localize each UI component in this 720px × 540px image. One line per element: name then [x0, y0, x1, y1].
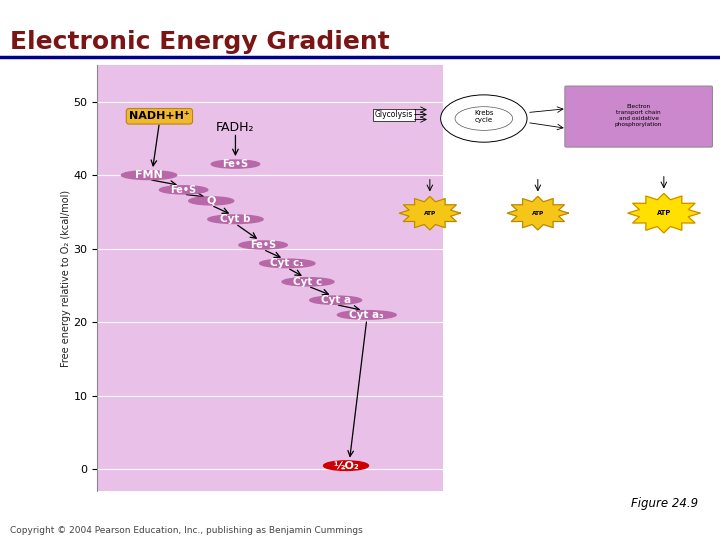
Text: Cyt c: Cyt c	[293, 277, 323, 287]
Text: Fe•S: Fe•S	[171, 185, 197, 195]
Text: Figure 24.9: Figure 24.9	[631, 497, 698, 510]
Text: Electronic Energy Gradient: Electronic Energy Gradient	[10, 30, 390, 53]
Text: FMN: FMN	[135, 170, 163, 180]
Text: NADH+H⁺: NADH+H⁺	[129, 111, 190, 122]
Ellipse shape	[122, 171, 176, 179]
Ellipse shape	[338, 310, 396, 319]
Text: Cyt c₁: Cyt c₁	[271, 258, 304, 268]
Polygon shape	[628, 193, 700, 233]
Text: Glycolysis: Glycolysis	[374, 110, 413, 119]
Text: ½O₂: ½O₂	[333, 461, 359, 471]
Ellipse shape	[310, 296, 361, 304]
Text: Krebs
cycle: Krebs cycle	[474, 110, 494, 123]
Ellipse shape	[189, 197, 234, 205]
Polygon shape	[399, 197, 461, 230]
Text: Q: Q	[207, 196, 216, 206]
Text: Fe•S: Fe•S	[250, 240, 276, 250]
Ellipse shape	[282, 278, 334, 286]
Ellipse shape	[208, 215, 263, 224]
Text: Cyt b: Cyt b	[220, 214, 251, 224]
Text: Fe•S: Fe•S	[222, 159, 248, 169]
Text: Cyt a₃: Cyt a₃	[349, 310, 384, 320]
Text: ATP: ATP	[531, 211, 544, 215]
Ellipse shape	[323, 461, 369, 470]
Text: FADH₂: FADH₂	[216, 121, 255, 134]
Text: ATP: ATP	[423, 211, 436, 215]
Text: Electron
transport chain
and oxidative
phosphorylation: Electron transport chain and oxidative p…	[615, 104, 662, 127]
FancyBboxPatch shape	[565, 86, 713, 147]
Ellipse shape	[211, 160, 260, 168]
Y-axis label: Free energy relative to O₂ (kcal/mol): Free energy relative to O₂ (kcal/mol)	[60, 190, 71, 367]
Text: Copyright © 2004 Pearson Education, Inc., publishing as Benjamin Cummings: Copyright © 2004 Pearson Education, Inc.…	[10, 525, 363, 535]
Polygon shape	[507, 197, 569, 230]
Text: Cyt a: Cyt a	[320, 295, 351, 305]
Text: ATP: ATP	[657, 210, 671, 216]
Circle shape	[441, 95, 527, 142]
Ellipse shape	[159, 186, 208, 194]
Ellipse shape	[260, 259, 315, 268]
Ellipse shape	[239, 241, 287, 249]
